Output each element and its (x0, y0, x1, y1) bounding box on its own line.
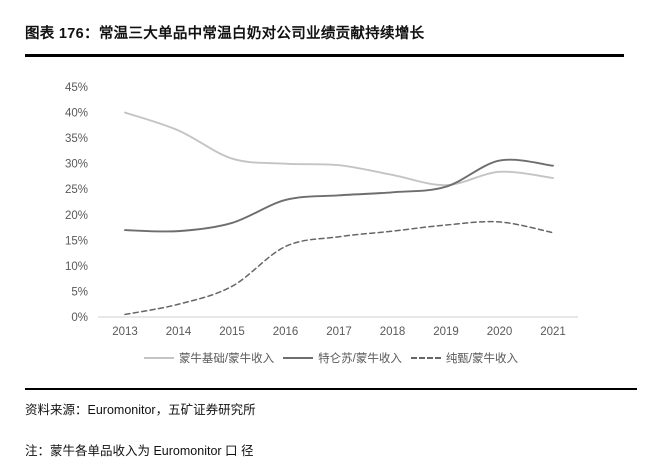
y-tick-label: 30% (65, 159, 88, 171)
legend-line-sample-solid-dark (283, 357, 314, 359)
series-line-0 (124, 111, 554, 187)
y-tick-label: 35% (65, 133, 88, 145)
x-tick-label: 2015 (219, 326, 245, 338)
legend-item-telunsu: 特仑苏/蒙牛收入 (283, 350, 402, 366)
line-chart: 0% 5% 10% 15% 20% 25% 30% 35% 40% 45% 2013 2014 2015… (65, 82, 578, 338)
y-tick-label: 25% (65, 184, 88, 196)
legend-label: 蒙牛基础/蒙牛收入 (178, 353, 275, 365)
y-tick-label: 40% (65, 108, 88, 120)
y-tick-label: 45% (65, 82, 88, 94)
legend-label: 特仑苏/蒙牛收入 (318, 353, 402, 365)
note-text: 注：蒙牛各单品收入为 Euromonitor 口 径 (25, 444, 254, 458)
bottom-divider (25, 388, 637, 390)
x-tick-label: 2021 (540, 326, 566, 338)
legend-item-mengniu-base: 蒙牛基础/蒙牛收入 (143, 350, 275, 366)
chart-legend: 蒙牛基础/蒙牛收入 特仑苏/蒙牛收入 纯甄/蒙牛收入 (0, 349, 662, 367)
figure-title: 图表 176：常温三大单品中常温白奶对公司业绩贡献持续增长 (25, 26, 425, 42)
x-tick-label: 2019 (433, 326, 459, 338)
x-tick-label: 2014 (166, 326, 192, 338)
y-tick-label: 5% (71, 286, 88, 298)
x-tick-label: 2013 (112, 326, 138, 338)
y-tick-label: 15% (65, 235, 88, 247)
legend-line-sample-solid-light (143, 357, 174, 359)
y-tick-label: 0% (71, 312, 88, 324)
x-tick-label: 2018 (380, 326, 406, 338)
legend-item-chunzhen: 纯甄/蒙牛收入 (410, 350, 519, 366)
series-line-1 (124, 158, 554, 233)
legend-line-sample-dashed (410, 357, 441, 359)
series-line-2 (124, 220, 554, 316)
x-tick-label: 2016 (273, 326, 299, 338)
x-tick-label: 2020 (487, 326, 513, 338)
legend-label: 纯甄/蒙牛收入 (445, 353, 519, 365)
y-tick-label: 20% (65, 210, 88, 222)
title-divider (25, 54, 624, 57)
source-text: 资料来源：Euromonitor，五矿证券研究所 (25, 403, 256, 417)
y-tick-label: 10% (65, 261, 88, 273)
x-tick-label: 2017 (326, 326, 352, 338)
